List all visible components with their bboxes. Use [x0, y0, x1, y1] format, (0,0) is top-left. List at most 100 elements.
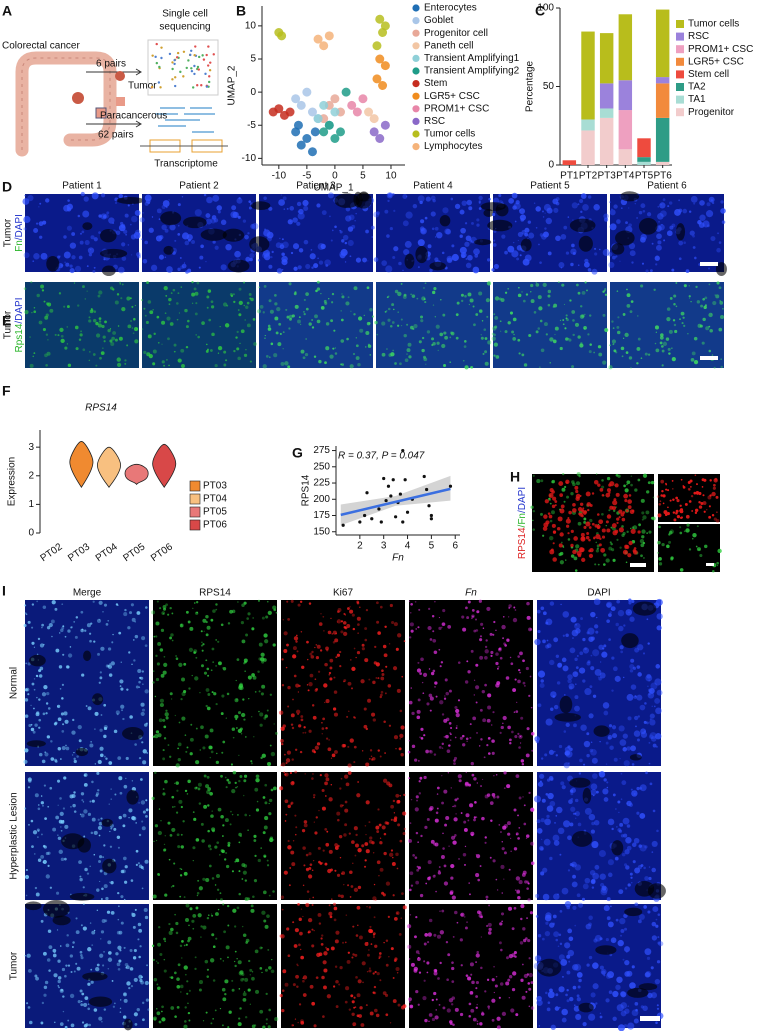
micro-spot — [41, 833, 43, 836]
micro-spot — [488, 927, 492, 932]
micro-spot — [306, 890, 310, 893]
micro-spot — [691, 537, 694, 540]
micro-spot — [188, 238, 191, 242]
micro-spot — [272, 643, 276, 647]
micro-spot — [518, 352, 521, 355]
crypt — [715, 262, 727, 277]
micro-spot — [287, 219, 293, 225]
micro-spot — [636, 811, 640, 815]
micro-spot — [493, 991, 495, 994]
micro-spot — [540, 757, 544, 760]
micro-spot — [283, 649, 288, 654]
micro-spot — [234, 250, 241, 258]
micro-spot — [626, 530, 629, 534]
micro-spot — [488, 197, 491, 201]
micro-spot — [595, 541, 598, 544]
micro-spot — [420, 727, 424, 731]
micro-spot — [584, 807, 592, 815]
micro-spot — [107, 940, 112, 945]
micro-spot — [169, 692, 173, 696]
micro-spot — [217, 661, 222, 666]
micro-spot — [354, 953, 358, 957]
micro-spot — [401, 892, 404, 895]
micro-spot — [715, 495, 719, 499]
micro-spot — [570, 616, 577, 623]
micro-spot — [612, 343, 615, 346]
micro-spot — [43, 845, 47, 849]
micro-spot — [585, 491, 591, 497]
micro-spot — [546, 814, 550, 819]
row-label: Hyperplastic Lesion — [9, 792, 20, 879]
micro-spot — [639, 704, 646, 711]
micro-spot — [558, 1006, 561, 1009]
micro-spot — [303, 864, 306, 867]
micro-spot — [187, 620, 191, 624]
micro-spot — [164, 779, 168, 784]
micro-spot — [126, 296, 131, 301]
micro-spot — [588, 813, 596, 821]
micro-spot — [637, 478, 641, 482]
micro-spot — [159, 702, 164, 708]
bar-segment — [562, 160, 577, 165]
micro-spot — [674, 209, 681, 216]
micro-spot — [454, 798, 458, 802]
micro-spot — [22, 198, 30, 205]
micro-spot — [49, 886, 53, 889]
micro-spot — [77, 214, 81, 218]
micro-spot — [408, 777, 411, 779]
micro-spot — [41, 626, 43, 629]
micro-spot — [645, 510, 650, 515]
micro-spot — [456, 797, 459, 800]
micro-spot — [98, 821, 103, 826]
x-tick-label: PT6 — [653, 171, 672, 182]
micro-spot — [419, 200, 423, 205]
micro-spot — [661, 489, 664, 493]
legend-swatch — [189, 493, 201, 505]
micro-spot — [279, 237, 281, 240]
micro-spot — [269, 744, 272, 747]
micro-spot — [266, 231, 274, 239]
micro-spot — [535, 283, 540, 287]
micro-spot — [584, 281, 587, 284]
micro-spot — [493, 263, 500, 269]
micro-spot — [448, 721, 452, 725]
micro-spot — [23, 624, 27, 628]
micro-spot — [560, 541, 563, 544]
micro-spot — [57, 985, 60, 987]
micro-spot — [628, 356, 633, 360]
micro-spot — [613, 757, 618, 762]
micro-spot — [590, 741, 593, 743]
micro-spot — [308, 867, 312, 870]
micro-spot — [590, 611, 596, 618]
micro-spot — [89, 800, 92, 803]
micro-spot — [673, 294, 677, 298]
micro-spot — [587, 268, 592, 272]
thumb-dot — [196, 84, 199, 87]
micro-spot — [531, 749, 534, 752]
micro-spot — [130, 603, 134, 607]
micro-spot — [608, 252, 613, 257]
micro-spot — [282, 331, 285, 334]
micro-spot — [575, 672, 577, 674]
micro-spot — [165, 206, 168, 209]
micro-spot — [271, 250, 274, 254]
point — [370, 517, 374, 521]
micro-spot — [602, 563, 606, 566]
micro-spot — [631, 599, 635, 604]
micro-spot — [212, 240, 216, 244]
micro-spot — [505, 981, 510, 986]
micro-spot — [599, 672, 606, 679]
micro-spot — [355, 976, 358, 979]
micro-spot — [683, 530, 686, 533]
micro-spot — [720, 365, 724, 369]
micro-spot — [103, 950, 105, 953]
micro-spot — [268, 812, 272, 816]
micro-spot — [142, 1018, 145, 1022]
micro-spot — [408, 739, 410, 742]
micro-spot — [192, 607, 194, 610]
micro-spot — [352, 352, 356, 356]
micro-spot — [245, 938, 250, 943]
micro-spot — [682, 316, 685, 319]
micro-spot — [288, 327, 291, 330]
micro-spot — [553, 750, 556, 753]
